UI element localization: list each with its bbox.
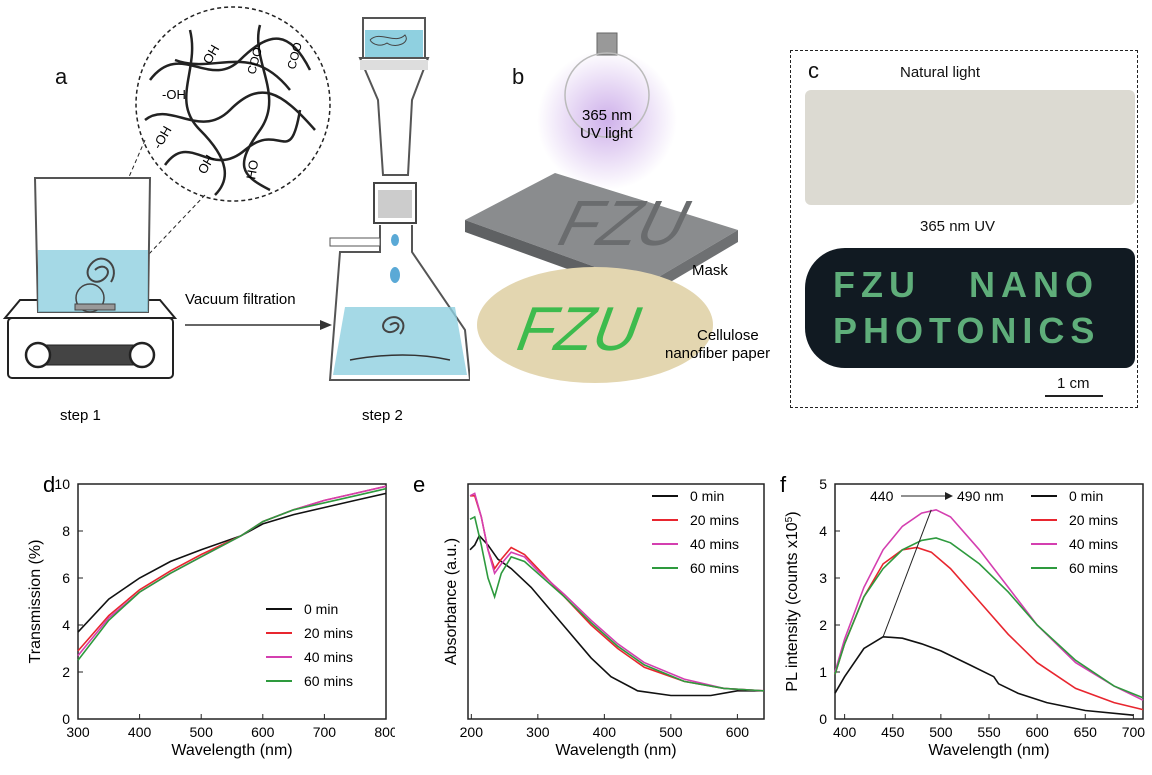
panel-label-c: c — [808, 58, 819, 84]
x-tick-label: 550 — [977, 724, 1001, 740]
paper-fzu: FZU — [507, 294, 653, 364]
filtration-flask — [330, 18, 470, 380]
series-line-0-min — [835, 637, 1133, 715]
legend-label: 60 mins — [690, 560, 739, 576]
y-tick-label: 2 — [62, 664, 70, 680]
x-axis-label: Wavelength (nm) — [555, 742, 676, 759]
panel-label-e: e — [413, 472, 425, 497]
legend-label: 20 mins — [1069, 512, 1118, 528]
x-tick-label: 600 — [726, 724, 750, 740]
annotation-peak-shift-line — [883, 510, 931, 637]
legend-label: 0 min — [690, 488, 724, 504]
y-tick-label: 5 — [819, 476, 827, 492]
x-tick-label: 300 — [526, 724, 550, 740]
y-tick-label: 3 — [819, 570, 827, 586]
x-tick-label: 500 — [929, 724, 953, 740]
x-tick-label: 400 — [593, 724, 617, 740]
uv-photo-line1: FZU NANO — [833, 264, 1099, 306]
beaker — [35, 178, 150, 312]
y-axis-label: Absorbance (a.u.) — [443, 538, 460, 665]
legend-label: 0 min — [304, 601, 338, 617]
legend-label: 40 mins — [304, 649, 353, 665]
y-tick-label: 8 — [62, 523, 70, 539]
y-tick-label: 4 — [819, 523, 827, 539]
paper-label-2: nanofiber paper — [665, 345, 770, 362]
group-label-1: -OH — [162, 87, 186, 102]
panel-a-illustration: -OH OH COO- COO -OH OH HO step 1 Vacuum … — [0, 0, 470, 440]
legend-label: 20 mins — [304, 625, 353, 641]
uv-photo: FZU NANO PHOTONICS — [805, 248, 1135, 368]
legend-label: 40 mins — [690, 536, 739, 552]
step2-label: step 2 — [362, 407, 403, 424]
series-line-0-min — [78, 493, 386, 632]
scale-bar-label: 1 cm — [1057, 375, 1090, 392]
paper-label-1: Cellulose — [697, 327, 759, 344]
step1-label: step 1 — [60, 407, 101, 424]
legend-label: 60 mins — [304, 673, 353, 689]
natural-light-label: Natural light — [900, 64, 980, 81]
chart-d: d 300 400 500 600 700 800 0 2 4 6 8 10 Wavelength (nm… — [0, 470, 395, 775]
x-tick-label: 200 — [460, 724, 484, 740]
x-axis-label: Wavelength (nm) — [171, 742, 292, 759]
panel-b-illustration: 365 nm UV light FZU Mask FZU Cellulose n… — [460, 25, 790, 425]
legend-label: 40 mins — [1069, 536, 1118, 552]
x-tick-label: 500 — [190, 724, 214, 740]
annotation-arrowhead — [945, 492, 953, 500]
x-tick-label: 700 — [313, 724, 337, 740]
uv-text-line1: 365 nm — [582, 107, 632, 124]
x-tick-label: 500 — [659, 724, 683, 740]
panel-label-f: f — [780, 472, 787, 497]
y-tick-label: 0 — [62, 711, 70, 727]
x-tick-label: 400 — [833, 724, 857, 740]
vacuum-filtration-label: Vacuum filtration — [185, 291, 296, 308]
annotation-end: 490 nm — [957, 488, 1004, 504]
mask-label: Mask — [692, 262, 728, 279]
chart-e: e 200 300 400 500 600 Wavelength (nm) Absorbanc… — [400, 470, 772, 775]
uv-label: 365 nm UV — [920, 218, 995, 235]
chart-f: f 400 450 500 550 600 650 700 0 1 2 3 4 5 Wavelength (… — [775, 470, 1152, 775]
y-tick-label: 1 — [819, 664, 827, 680]
y-tick-label: 6 — [62, 570, 70, 586]
uv-photo-line2: PHOTONICS — [833, 310, 1100, 352]
y-tick-label: 10 — [54, 476, 70, 492]
y-tick-label: 0 — [819, 711, 827, 727]
magnified-polymer-circle — [136, 7, 330, 201]
scale-bar — [1045, 395, 1103, 397]
x-tick-label: 600 — [251, 724, 275, 740]
x-tick-label: 800 — [374, 724, 395, 740]
x-axis-label: Wavelength (nm) — [928, 742, 1049, 759]
legend-label: 60 mins — [1069, 560, 1118, 576]
y-axis-label: Transmission (%) — [27, 540, 44, 664]
panel-label-d: d — [43, 472, 55, 497]
x-tick-label: 650 — [1074, 724, 1098, 740]
natural-light-photo — [805, 90, 1135, 205]
y-axis-label: PL intensity (counts x105) — [784, 511, 802, 691]
x-tick-label: 400 — [128, 724, 152, 740]
x-tick-label: 450 — [881, 724, 905, 740]
legend-label: 0 min — [1069, 488, 1103, 504]
y-tick-label: 4 — [62, 617, 70, 633]
legend-label: 20 mins — [690, 512, 739, 528]
y-tick-label: 2 — [819, 617, 827, 633]
uv-text-line2: UV light — [580, 125, 633, 142]
x-tick-label: 600 — [1025, 724, 1049, 740]
annotation-start: 440 — [870, 488, 894, 504]
x-tick-label: 700 — [1122, 724, 1146, 740]
